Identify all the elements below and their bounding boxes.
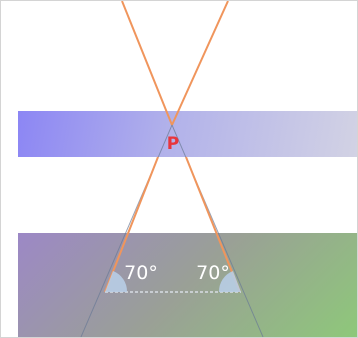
angle-right-label: 70° bbox=[196, 262, 230, 284]
inner-line-right bbox=[171, 124, 264, 337]
ray-right-lower bbox=[185, 156, 241, 293]
ray-left-upper bbox=[121, 1, 173, 126]
angle-marker-left bbox=[105, 271, 128, 292]
inner-line-left bbox=[80, 124, 173, 337]
angle-marker-right bbox=[218, 271, 241, 292]
upper-shaded-band bbox=[18, 111, 357, 157]
point-p-label: P bbox=[167, 134, 179, 154]
ray-right-upper bbox=[171, 1, 229, 126]
angle-left-label: 70° bbox=[124, 262, 158, 284]
lower-shaded-band bbox=[18, 233, 357, 337]
ray-left-lower bbox=[104, 156, 159, 293]
